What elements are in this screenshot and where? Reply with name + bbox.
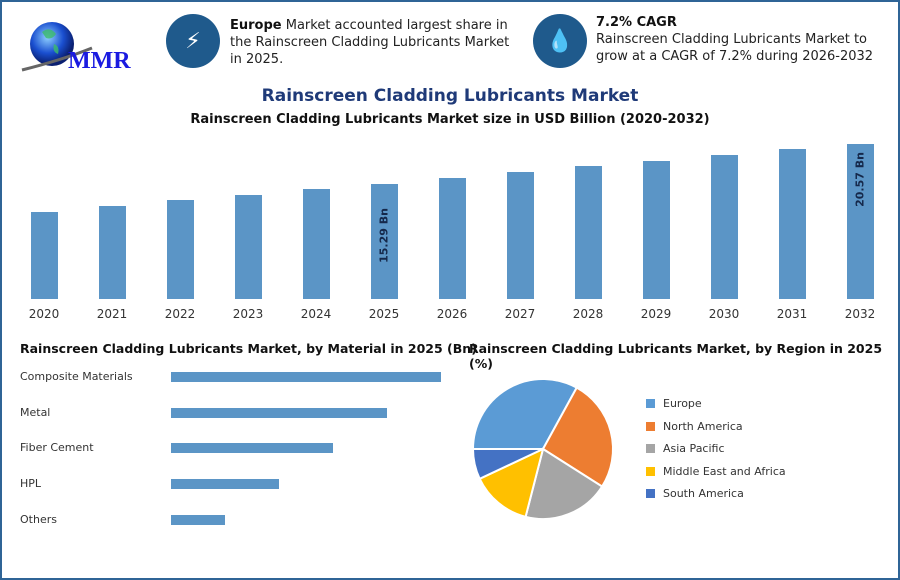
material-bar-fiber-cement (171, 443, 333, 454)
material-label: Others (20, 512, 57, 526)
legend-item: Middle East and Africa (646, 465, 786, 478)
legend-label: Middle East and Africa (663, 464, 786, 478)
legend-swatch (646, 489, 655, 498)
bar-2032 (846, 143, 874, 299)
bar-2029 (642, 161, 670, 299)
legend-swatch (646, 421, 655, 431)
material-bar-composite-materials (171, 372, 441, 382)
legend-swatch (646, 444, 655, 453)
bar-2021 (98, 206, 126, 299)
bar-2028 (574, 166, 602, 299)
mmr-logo: MMR (20, 14, 140, 76)
legend-item: South America (646, 487, 744, 500)
material-bar-others (171, 514, 225, 525)
material-chart-title: Rainscreen Cladding Lubricants Market, b… (20, 341, 477, 356)
x-tick-label: 2025 (368, 307, 400, 321)
x-tick-label: 2029 (640, 307, 672, 321)
lightning-icon: ⚡ (166, 14, 220, 68)
legend-swatch (646, 399, 655, 408)
region-pie-chart (471, 378, 614, 520)
x-tick-label: 2026 (436, 307, 468, 321)
cagr-info: 7.2% CAGR Rainscreen Cladding Lubricants… (596, 14, 886, 65)
material-bar-metal (171, 407, 387, 418)
bar-2023 (234, 195, 262, 299)
x-tick-label: 2031 (776, 307, 808, 321)
x-tick-label: 2030 (708, 307, 740, 321)
bar-2027 (506, 172, 534, 299)
x-tick-label: 2020 (28, 307, 60, 321)
bar-2024 (302, 189, 330, 299)
info-highlight: Europe (230, 18, 282, 33)
europe-share-info: Europe Market accounted largest share in… (230, 17, 520, 68)
info-text: Market accounted largest share in the Ra… (230, 18, 510, 67)
bar-2026 (438, 178, 466, 299)
bar-2030 (710, 155, 738, 299)
bar-2025 (370, 183, 398, 299)
bar-2031 (778, 149, 806, 299)
x-tick-label: 2022 (164, 307, 196, 321)
pie-slice-middle-east-and-africa (478, 447, 545, 519)
pie-slice-north-america (541, 386, 614, 488)
pie-slice-south-america (471, 448, 544, 481)
bar-2022 (166, 200, 194, 299)
x-tick-label: 2024 (300, 307, 332, 321)
bar-2020 (30, 212, 58, 299)
legend-label: Asia Pacific (663, 442, 725, 455)
data-label-2025: 15.29 Bn (377, 208, 391, 264)
data-label-2032: 20.57 Bn (853, 152, 867, 208)
legend-label: South America (663, 487, 744, 500)
x-tick-label: 2027 (504, 307, 536, 321)
material-bar-hpl (171, 479, 279, 490)
legend-item: Europe (646, 397, 702, 410)
pie-slice-asia-pacific (524, 447, 604, 520)
legend-item: North America (646, 420, 743, 433)
cagr-highlight: 7.2% CAGR (596, 15, 677, 30)
legend-swatch (646, 466, 655, 476)
legend-label: Europe (663, 397, 702, 410)
material-label: HPL (20, 477, 42, 491)
legend-label: North America (663, 419, 743, 433)
material-label: Metal (20, 405, 51, 419)
chart-title: Rainscreen Cladding Lubricants Market (261, 86, 639, 106)
chart-subtitle: Rainscreen Cladding Lubricants Market si… (190, 112, 710, 127)
cagr-text: Rainscreen Cladding Lubricants Market to… (596, 32, 874, 64)
material-label: Fiber Cement (20, 441, 94, 455)
material-label: Composite Materials (20, 370, 133, 383)
legend-item: Asia Pacific (646, 442, 725, 455)
x-tick-label: 2032 (844, 307, 876, 321)
droplet-icon: 💧 (533, 14, 587, 68)
x-tick-label: 2021 (96, 307, 128, 321)
x-tick-label: 2028 (572, 307, 604, 321)
pie-slice-europe (471, 378, 579, 450)
logo-text: MMR (68, 48, 131, 74)
region-chart-title: Rainscreen Cladding Lubricants Market, b… (469, 341, 883, 371)
x-tick-label: 2023 (232, 307, 264, 321)
